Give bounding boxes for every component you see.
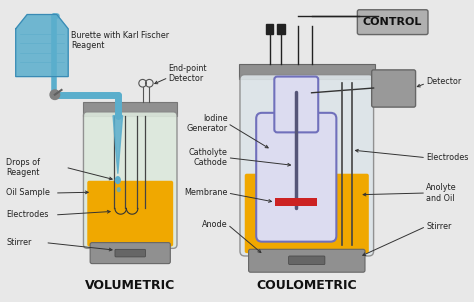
FancyBboxPatch shape: [87, 181, 173, 246]
FancyBboxPatch shape: [256, 113, 337, 242]
FancyBboxPatch shape: [245, 174, 369, 253]
Text: Anode: Anode: [202, 220, 228, 229]
FancyBboxPatch shape: [239, 64, 374, 79]
FancyBboxPatch shape: [115, 249, 146, 257]
Text: Anolyte
and Oil: Anolyte and Oil: [426, 183, 457, 203]
FancyBboxPatch shape: [289, 256, 325, 265]
Text: VOLUMETRIC: VOLUMETRIC: [85, 279, 175, 292]
Text: Electrodes: Electrodes: [6, 210, 48, 220]
Polygon shape: [113, 116, 123, 174]
FancyBboxPatch shape: [248, 249, 365, 272]
Text: Burette with Karl Fischer
Reagent: Burette with Karl Fischer Reagent: [71, 31, 169, 50]
Text: Iodine
Generator: Iodine Generator: [186, 114, 228, 133]
FancyBboxPatch shape: [357, 10, 428, 34]
FancyBboxPatch shape: [372, 70, 416, 107]
Text: Stirrer: Stirrer: [426, 222, 451, 231]
Text: COULOMETRIC: COULOMETRIC: [256, 279, 357, 292]
FancyBboxPatch shape: [90, 243, 170, 264]
Bar: [275, 198, 317, 206]
Text: Electrodes: Electrodes: [426, 153, 468, 162]
Circle shape: [50, 90, 60, 99]
Text: Catholyte
Cathode: Catholyte Cathode: [189, 148, 228, 167]
FancyBboxPatch shape: [83, 112, 177, 248]
FancyBboxPatch shape: [83, 102, 177, 116]
FancyBboxPatch shape: [240, 75, 374, 256]
Bar: [266, 24, 273, 34]
Polygon shape: [16, 14, 68, 77]
Text: Membrane: Membrane: [184, 188, 228, 198]
Text: End-point
Detector: End-point Detector: [168, 64, 207, 83]
Text: Drops of
Reagent: Drops of Reagent: [6, 158, 40, 177]
Text: Stirrer: Stirrer: [6, 238, 32, 247]
Ellipse shape: [118, 188, 120, 191]
FancyBboxPatch shape: [274, 77, 318, 132]
Ellipse shape: [116, 177, 120, 183]
Text: CONTROL: CONTROL: [363, 17, 422, 27]
Bar: [277, 24, 285, 34]
Text: Detector: Detector: [426, 77, 461, 86]
Text: Oil Sample: Oil Sample: [6, 188, 50, 198]
